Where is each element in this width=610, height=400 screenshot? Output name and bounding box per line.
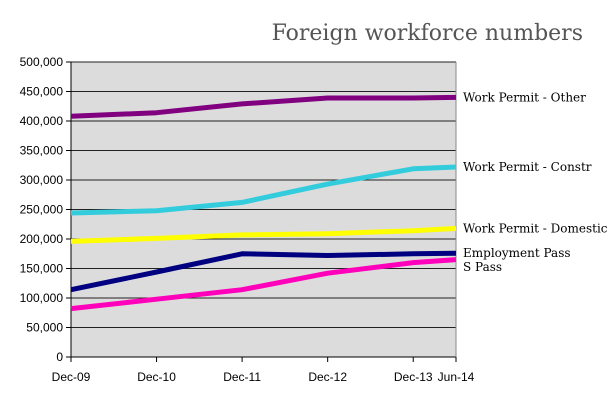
series-lines	[70, 94, 457, 312]
series-label: S Pass	[463, 260, 502, 274]
y-tick-label: 100,000	[20, 291, 64, 305]
series-label: Work Permit - Constr	[463, 160, 592, 174]
series-line	[70, 250, 457, 293]
series-label: Employment Pass	[463, 246, 571, 260]
x-tick-label: Dec-12	[308, 370, 347, 384]
chart-title: Foreign workforce numbers	[272, 21, 583, 46]
y-tick-label: 0	[56, 350, 63, 364]
series-label: Work Permit - Domestic	[463, 221, 608, 235]
x-tick-label: Jun-14	[438, 370, 475, 384]
y-tick-label: 300,000	[20, 173, 64, 187]
y-tick-label: 400,000	[20, 114, 64, 128]
y-tick-label: 150,000	[20, 262, 64, 276]
y-tick-label: 250,000	[20, 203, 64, 217]
series-labels: Work Permit - Other Work Permit - Constr W…	[463, 90, 608, 274]
x-axis-ticks: Dec-09 Dec-10 Dec-11 Dec-12 Dec-13 Jun-14	[52, 357, 475, 384]
x-tick-label: Dec-11	[223, 370, 261, 384]
series-line	[70, 225, 457, 244]
x-tick-label: Dec-13	[394, 370, 433, 384]
x-tick-label: Dec-09	[52, 370, 91, 384]
y-tick-label: 200,000	[20, 232, 64, 246]
series-line	[70, 164, 457, 216]
grid-lines	[71, 61, 456, 328]
y-tick-label: 500,000	[20, 55, 64, 69]
y-tick-label: 350,000	[20, 144, 64, 158]
series-label: Work Permit - Other	[463, 90, 586, 104]
series-line	[70, 257, 457, 312]
series-line	[70, 94, 457, 119]
x-tick-label: Dec-10	[137, 370, 176, 384]
y-tick-label: 450,000	[20, 85, 64, 99]
y-tick-label: 50,000	[26, 321, 63, 335]
y-axis-ticks: 0 50,000 100,000 150,000 200,000 250,000 300,0…	[20, 55, 71, 364]
